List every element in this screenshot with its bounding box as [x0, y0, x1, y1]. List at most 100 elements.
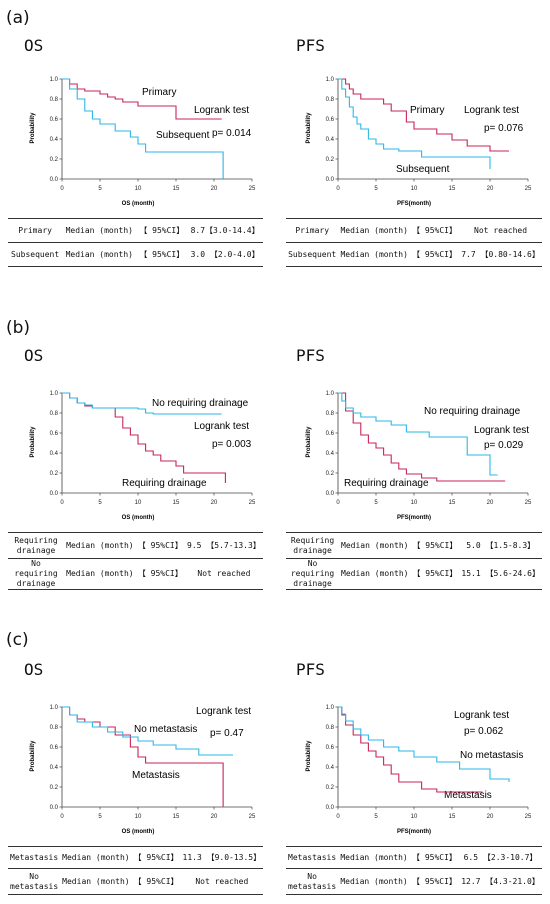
- table-row: No requiring drainage Median (month) 【 95%…: [286, 558, 542, 590]
- x-tick-label: 5: [374, 500, 378, 506]
- table-cell: Median (month): [64, 532, 136, 559]
- table-cell: Median (month): [60, 846, 132, 869]
- y-tick-label: 1.0: [50, 705, 59, 711]
- y-tick-label: 0.0: [326, 177, 335, 183]
- median-table-a-os: Primary Median (month) 【 95%CI】 8.7【3.0-14.…: [8, 218, 263, 267]
- x-tick-label: 10: [411, 814, 418, 820]
- table-cell: No requiring drainage: [286, 558, 340, 590]
- axes: 0 5 10 15 20 25 0.0 0.2 0.4 0.6 0.8 1.0: [326, 77, 532, 192]
- table-row: Metastasis Median (month) 【 95%CI】 11.3 【9.…: [8, 846, 264, 869]
- x-tick-label: 20: [487, 814, 494, 820]
- km-curve-no-requiring-drainage: [338, 392, 498, 476]
- km-plot-b-pfs: 0 5 10 15 20 25 0.0 0.2 0.4 0.6 0.8 1.0 Probability…: [306, 391, 532, 521]
- x-tick-label: 5: [374, 186, 378, 192]
- curve-label-requiring-drainage: Requiring drainage: [122, 478, 207, 489]
- x-tick-label: 0: [336, 186, 340, 192]
- p-value: p= 0.014: [212, 128, 252, 139]
- curve-label-metastasis: Metastasis: [444, 790, 492, 801]
- axes: 0 5 10 15 20 25 0.0 0.2 0.4 0.6 0.8 1.0: [326, 391, 532, 506]
- x-tick-label: 15: [173, 814, 180, 820]
- table-cell: 【 95%CI】: [131, 846, 181, 869]
- table-cell: Requiring drainage: [286, 532, 340, 559]
- curve-label-metastasis: Metastasis: [132, 770, 180, 781]
- curve-label-no-metastasis: No metastasis: [460, 750, 523, 761]
- table-row: Metastasis Median (month) 【 95%CI】 6.5 【2.3…: [286, 846, 542, 869]
- median-table-c-pfs: Metastasis Median (month) 【 95%CI】 6.5 【2.3…: [286, 846, 542, 895]
- axes: 0 5 10 15 20 25 0.0 0.2 0.4 0.6 0.8 1.0: [326, 705, 532, 820]
- x-axis-label: PFS(month): [397, 515, 431, 521]
- axes: 0 5 10 15 20 25 0.0 0.2 0.4 0.6 0.8 1.0: [50, 705, 256, 820]
- table-row: Subsequent Median (month) 【 95%CI】 3.0 【2.0…: [8, 242, 263, 267]
- p-value: p= 0.076: [484, 123, 524, 134]
- y-tick-label: 0.2: [50, 157, 59, 163]
- y-tick-label: 0.6: [326, 745, 335, 751]
- p-value: p= 0.003: [212, 439, 252, 450]
- table-cell: 【 95%CI】: [410, 218, 460, 243]
- x-tick-label: 10: [135, 500, 142, 506]
- y-tick-label: 1.0: [326, 77, 335, 83]
- x-tick-label: 10: [411, 500, 418, 506]
- table-cell: No metastasis: [8, 868, 61, 895]
- x-tick-label: 25: [249, 186, 256, 192]
- y-tick-label: 0.8: [326, 97, 335, 103]
- km-plot-c-os: 0 5 10 15 20 25 0.0 0.2 0.4 0.6 0.8 1.0 Probability…: [30, 705, 256, 835]
- km-curve-no-requiring-drainage: [62, 392, 222, 415]
- table-cell: 【 95%CI】: [136, 218, 188, 243]
- table-cell: 【 95%CI】: [135, 532, 185, 559]
- x-tick-label: 5: [98, 186, 102, 192]
- x-tick-label: 20: [211, 814, 218, 820]
- y-tick-label: 0.2: [326, 785, 335, 791]
- x-tick-label: 10: [411, 186, 418, 192]
- y-tick-label: 0.0: [326, 491, 335, 497]
- table-row: Subsequent Median (month) 【 95%CI】 7.7 【0.8…: [286, 242, 542, 267]
- y-axis-label: Probability: [306, 426, 312, 458]
- table-cell: 【 95%CI】: [136, 242, 188, 267]
- x-tick-label: 10: [135, 186, 142, 192]
- x-axis-label: OS (month): [122, 515, 155, 521]
- logrank-test-label: Logrank test: [196, 706, 251, 717]
- plot-title: PFS: [296, 660, 325, 679]
- y-tick-label: 0.0: [50, 177, 59, 183]
- table-cell: Metastasis: [8, 846, 61, 869]
- y-tick-label: 1.0: [326, 705, 335, 711]
- x-axis-label: OS (month): [122, 829, 155, 835]
- curve-label-subsequent: Subsequent: [396, 164, 450, 175]
- table-cell: 11.3 【9.0-13.5】: [180, 846, 264, 869]
- y-tick-label: 1.0: [50, 77, 59, 83]
- x-axis-label: PFS(month): [397, 829, 431, 835]
- table-cell: 5.0 【1.5-8.3】: [459, 532, 542, 559]
- y-tick-label: 0.2: [326, 157, 335, 163]
- table-cell: 【 95%CI】: [409, 846, 460, 869]
- km-curve-primary: [338, 78, 509, 152]
- table-cell: 【 95%CI】: [410, 558, 460, 590]
- y-tick-label: 1.0: [326, 391, 335, 397]
- axes: 0 5 10 15 20 25 0.0 0.2 0.4 0.6 0.8 1.0: [50, 391, 256, 506]
- table-cell: 8.7【3.0-14.4】: [187, 218, 263, 243]
- y-tick-label: 0.8: [50, 411, 59, 417]
- y-tick-label: 0.8: [50, 97, 59, 103]
- curve-label-no-metastasis: No metastasis: [134, 724, 197, 735]
- x-tick-label: 20: [211, 186, 218, 192]
- curve-label-subsequent: Subsequent: [156, 130, 210, 141]
- table-row: Primary Median (month) 【 95%CI】 8.7【3.0-14.…: [8, 218, 263, 243]
- table-cell: Median (month): [60, 868, 132, 895]
- x-axis-label: PFS(month): [397, 201, 431, 207]
- table-cell: Median (month): [64, 558, 136, 590]
- x-tick-label: 15: [449, 814, 456, 820]
- km-curve-no-metastasis: [338, 706, 510, 782]
- curve-label-no-requiring-drainage: No requiring drainage: [424, 406, 521, 417]
- km-plot-b-os: 0 5 10 15 20 25 0.0 0.2 0.4 0.6 0.8 1.0 Probability…: [30, 391, 256, 521]
- table-cell: Subsequent: [8, 242, 63, 267]
- x-tick-label: 25: [525, 500, 532, 506]
- x-tick-label: 5: [374, 814, 378, 820]
- y-tick-label: 0.8: [326, 411, 335, 417]
- x-tick-label: 25: [249, 500, 256, 506]
- table-cell: Median (month): [62, 242, 137, 267]
- table-cell: No metastasis: [286, 868, 339, 895]
- km-curve-metastasis: [338, 706, 483, 793]
- plot-title: PFS: [296, 346, 325, 365]
- y-tick-label: 0.6: [50, 431, 59, 437]
- x-tick-label: 15: [449, 500, 456, 506]
- x-tick-label: 20: [487, 186, 494, 192]
- x-tick-label: 5: [98, 814, 102, 820]
